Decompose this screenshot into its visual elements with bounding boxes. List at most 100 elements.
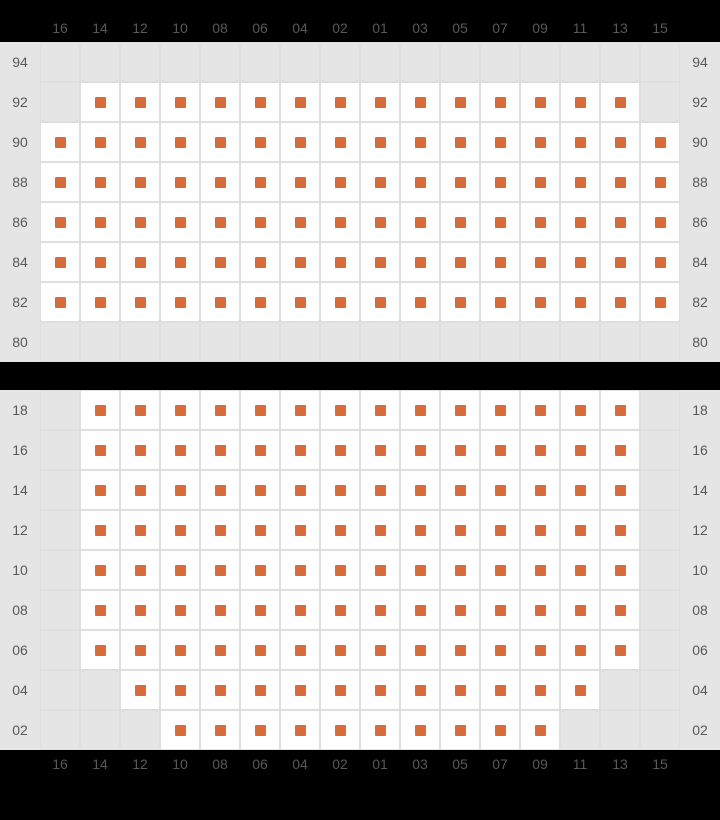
seat[interactable] <box>120 242 160 282</box>
seat[interactable] <box>160 710 200 750</box>
seat[interactable] <box>600 430 640 470</box>
seat[interactable] <box>400 390 440 430</box>
seat[interactable] <box>520 710 560 750</box>
seat[interactable] <box>80 510 120 550</box>
seat[interactable] <box>80 202 120 242</box>
seat[interactable] <box>360 670 400 710</box>
seat[interactable] <box>200 630 240 670</box>
seat[interactable] <box>400 630 440 670</box>
seat[interactable] <box>40 162 80 202</box>
seat[interactable] <box>280 162 320 202</box>
seat[interactable] <box>120 162 160 202</box>
seat[interactable] <box>160 390 200 430</box>
seat[interactable] <box>240 630 280 670</box>
seat[interactable] <box>280 202 320 242</box>
seat[interactable] <box>200 162 240 202</box>
seat[interactable] <box>80 390 120 430</box>
seat[interactable] <box>240 202 280 242</box>
seat[interactable] <box>320 282 360 322</box>
seat[interactable] <box>120 202 160 242</box>
seat[interactable] <box>80 282 120 322</box>
seat[interactable] <box>520 390 560 430</box>
seat[interactable] <box>320 390 360 430</box>
seat[interactable] <box>520 242 560 282</box>
seat[interactable] <box>480 670 520 710</box>
seat[interactable] <box>480 202 520 242</box>
seat[interactable] <box>520 202 560 242</box>
seat[interactable] <box>280 670 320 710</box>
seat[interactable] <box>280 82 320 122</box>
seat[interactable] <box>480 390 520 430</box>
seat[interactable] <box>480 82 520 122</box>
seat[interactable] <box>160 82 200 122</box>
seat[interactable] <box>200 82 240 122</box>
seat[interactable] <box>80 430 120 470</box>
seat[interactable] <box>520 282 560 322</box>
seat[interactable] <box>480 550 520 590</box>
seat[interactable] <box>160 510 200 550</box>
seat[interactable] <box>240 430 280 470</box>
seat[interactable] <box>560 550 600 590</box>
seat[interactable] <box>160 282 200 322</box>
seat[interactable] <box>440 122 480 162</box>
seat[interactable] <box>600 242 640 282</box>
seat[interactable] <box>440 242 480 282</box>
seat[interactable] <box>360 430 400 470</box>
seat[interactable] <box>440 510 480 550</box>
seat[interactable] <box>600 510 640 550</box>
seat[interactable] <box>120 550 160 590</box>
seat[interactable] <box>600 82 640 122</box>
seat[interactable] <box>320 242 360 282</box>
seat[interactable] <box>240 470 280 510</box>
seat[interactable] <box>280 710 320 750</box>
seat[interactable] <box>360 242 400 282</box>
seat[interactable] <box>120 670 160 710</box>
seat[interactable] <box>360 82 400 122</box>
seat[interactable] <box>440 82 480 122</box>
seat[interactable] <box>520 670 560 710</box>
seat[interactable] <box>200 122 240 162</box>
seat[interactable] <box>400 590 440 630</box>
seat[interactable] <box>480 470 520 510</box>
seat[interactable] <box>640 242 680 282</box>
seat[interactable] <box>160 242 200 282</box>
seat[interactable] <box>440 550 480 590</box>
seat[interactable] <box>560 470 600 510</box>
seat[interactable] <box>80 630 120 670</box>
seat[interactable] <box>80 162 120 202</box>
seat[interactable] <box>240 282 280 322</box>
seat[interactable] <box>440 470 480 510</box>
seat[interactable] <box>120 282 160 322</box>
seat[interactable] <box>360 122 400 162</box>
seat[interactable] <box>200 510 240 550</box>
seat[interactable] <box>400 162 440 202</box>
seat[interactable] <box>160 630 200 670</box>
seat[interactable] <box>320 470 360 510</box>
seat[interactable] <box>120 82 160 122</box>
seat[interactable] <box>160 470 200 510</box>
seat[interactable] <box>80 550 120 590</box>
seat[interactable] <box>360 282 400 322</box>
seat[interactable] <box>480 630 520 670</box>
seat[interactable] <box>440 590 480 630</box>
seat[interactable] <box>200 390 240 430</box>
seat[interactable] <box>240 390 280 430</box>
seat[interactable] <box>200 470 240 510</box>
seat[interactable] <box>240 122 280 162</box>
seat[interactable] <box>440 430 480 470</box>
seat[interactable] <box>280 122 320 162</box>
seat[interactable] <box>160 162 200 202</box>
seat[interactable] <box>480 162 520 202</box>
seat[interactable] <box>400 122 440 162</box>
seat[interactable] <box>600 590 640 630</box>
seat[interactable] <box>280 390 320 430</box>
seat[interactable] <box>320 710 360 750</box>
seat[interactable] <box>40 202 80 242</box>
seat[interactable] <box>200 550 240 590</box>
seat[interactable] <box>160 122 200 162</box>
seat[interactable] <box>440 630 480 670</box>
seat[interactable] <box>240 242 280 282</box>
seat[interactable] <box>200 430 240 470</box>
seat[interactable] <box>240 670 280 710</box>
seat[interactable] <box>160 670 200 710</box>
